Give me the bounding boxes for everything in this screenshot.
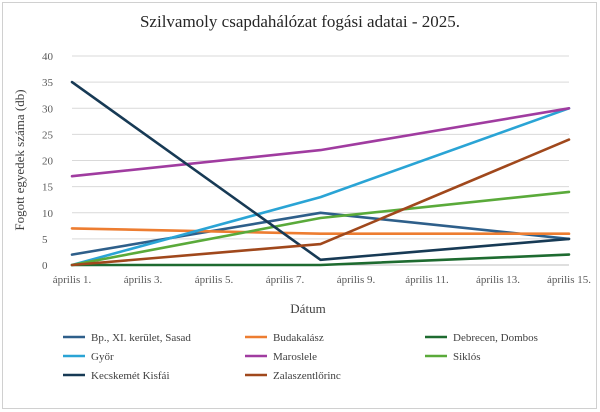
x-tick-label: április 1. [53,274,92,286]
legend-label: Budakalász [273,332,324,344]
x-tick-label: április 5. [195,274,234,286]
y-tick-label: 30 [42,103,54,115]
x-tick-label: április 9. [337,274,376,286]
x-tick-label: április 3. [124,274,163,286]
legend-label: Siklós [453,351,481,363]
y-tick-label: 10 [42,208,54,220]
x-tick-label: április 13. [476,274,520,286]
legend-label: Bp., XI. kerület, Sasad [91,332,191,344]
legend-label: Győr [91,351,114,363]
series-line-0 [70,211,571,256]
legend-item: Kecskemét Kisfái [63,370,170,382]
y-axis-ticks: 0 5 10 15 20 25 30 35 40 [42,51,54,272]
series-line-4 [70,107,571,178]
legend-item: Budakalász [245,332,324,344]
legend-label: Kecskemét Kisfái [91,370,170,382]
y-tick-label: 20 [42,156,54,168]
y-tick-label: 5 [42,234,48,246]
y-tick-label: 35 [42,77,54,89]
x-tick-label: április 7. [266,274,305,286]
chart-frame [2,2,597,409]
series-line-3 [70,107,571,267]
legend-item: Siklós [425,351,481,363]
chart-title: Szilvamoly csapdahálózat fogási adatai -… [140,12,460,31]
y-tick-label: 0 [42,260,48,272]
legend-label: Debrecen, Dombos [453,332,538,344]
y-tick-label: 25 [42,129,54,141]
x-axis-title: Dátum [290,301,325,316]
legend: Bp., XI. kerület, Sasad Budakalász Debrece… [63,332,538,382]
legend-item: Zalaszentlőrinc [245,370,341,382]
y-axis-title: Fogott egyedek száma (db) [12,89,27,230]
series-line-6 [70,80,571,262]
y-tick-label: 15 [42,182,54,194]
legend-item: Győr [63,351,114,363]
legend-label: Zalaszentlőrinc [273,370,341,382]
x-tick-label: április 15. [547,274,591,286]
legend-label: Maroslele [273,351,317,363]
series-line-5 [70,190,571,267]
legend-item: Debrecen, Dombos [425,332,538,344]
x-tick-label: április 11. [405,274,449,286]
y-tick-label: 40 [42,51,54,63]
series-line-1 [70,227,571,235]
series-lines [70,80,571,267]
legend-item: Bp., XI. kerület, Sasad [63,332,191,344]
series-line-2 [70,253,571,267]
legend-item: Maroslele [245,351,317,363]
series-line-7 [70,138,571,267]
x-axis-ticks: április 1. április 3. április 5. április 7.… [53,274,591,286]
